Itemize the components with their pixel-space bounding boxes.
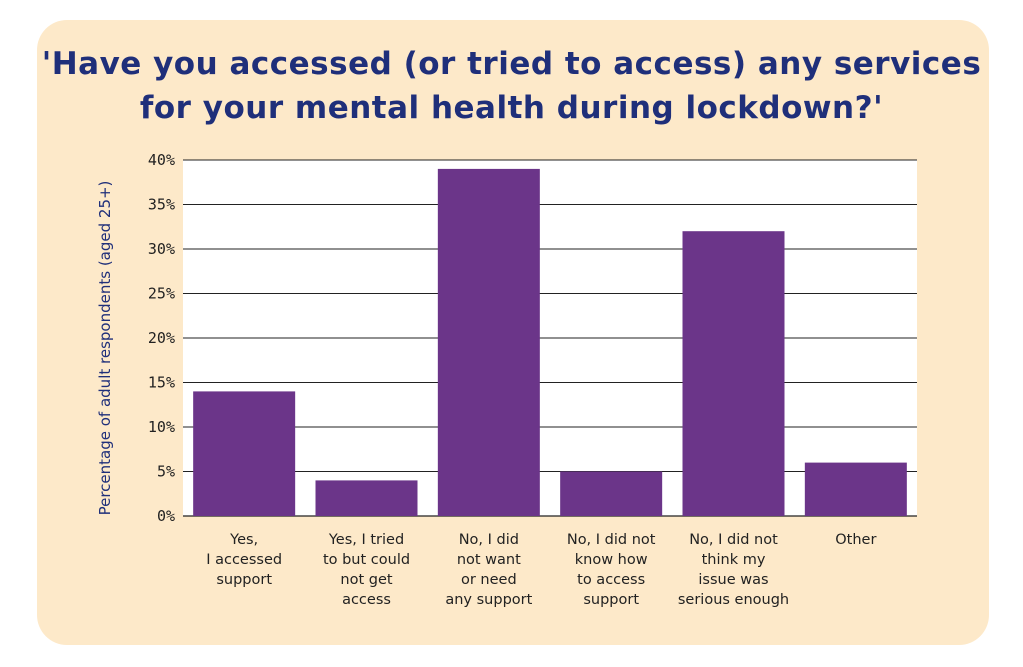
bar bbox=[193, 391, 296, 516]
bar bbox=[804, 462, 907, 516]
bar bbox=[315, 480, 418, 516]
y-tick-label: 5% bbox=[157, 463, 175, 481]
x-category-label: No, I did not know how to access support bbox=[567, 532, 656, 608]
chart-title-line-1: 'Have you accessed (or tried to access) … bbox=[41, 46, 982, 82]
y-tick-labels: 0% 5% 10% 15% 20% 25% 30% 35% 40% bbox=[148, 151, 175, 525]
x-category-label: Other bbox=[835, 532, 876, 548]
x-category-label: No, I did not think my issue was serious en… bbox=[678, 532, 789, 608]
bar bbox=[560, 471, 663, 516]
y-tick-label: 0% bbox=[157, 507, 175, 525]
chart-title: 'Have you accessed (or tried to access) … bbox=[0, 42, 1023, 130]
y-tick-label: 25% bbox=[148, 285, 175, 303]
x-category-label: No, I did not want or need any support bbox=[445, 532, 532, 608]
x-category-label: Yes, I accessed support bbox=[206, 532, 282, 588]
y-tick-label: 30% bbox=[148, 240, 175, 258]
bar bbox=[437, 168, 540, 516]
y-tick-label: 10% bbox=[148, 418, 175, 436]
bars bbox=[193, 168, 907, 516]
gridlines bbox=[183, 159, 917, 517]
y-tick-label: 15% bbox=[148, 374, 175, 392]
x-category-label: Yes, I tried to but could not get access bbox=[323, 532, 410, 608]
y-tick-label: 35% bbox=[148, 196, 175, 214]
x-category-labels: Yes, I accessed support Yes, I tried to but … bbox=[206, 532, 876, 608]
y-axis-label: Percentage of adult respondents (aged 25… bbox=[96, 181, 114, 516]
chart-title-line-2: for your mental health during lockdown?' bbox=[139, 90, 884, 126]
bar bbox=[682, 231, 785, 516]
y-tick-label: 40% bbox=[148, 151, 175, 169]
y-tick-label: 20% bbox=[148, 329, 175, 347]
